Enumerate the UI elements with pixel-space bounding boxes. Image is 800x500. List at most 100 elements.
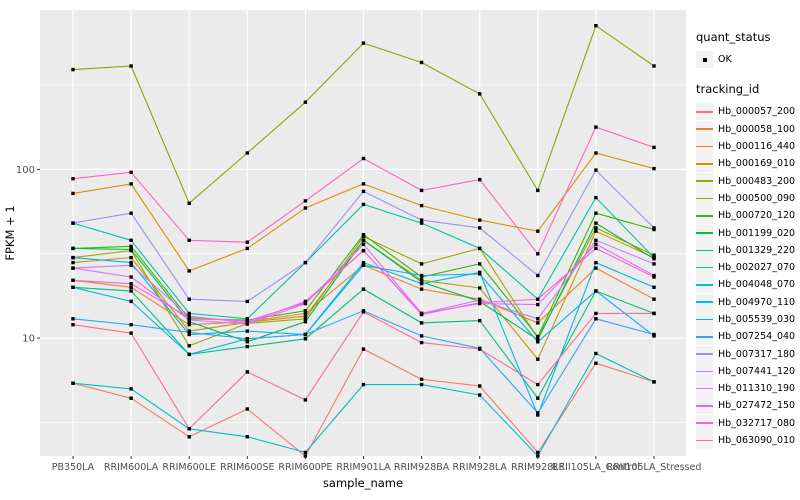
data-point [594,211,598,215]
data-point [594,317,598,321]
data-point [536,252,540,256]
data-point [129,247,133,252]
data-point [419,60,424,65]
data-point [594,246,598,251]
legend-key-line-icon [696,345,713,363]
legend-item: Hb_004048_070 [696,276,800,294]
data-point [303,314,308,318]
data-point [361,41,366,45]
data-point [303,332,308,337]
legend-item: Hb_001329_220 [696,241,800,259]
data-point [536,317,540,321]
data-point [129,263,133,267]
data-point [245,322,249,326]
legend-title-tracking-id: tracking_id [696,82,760,97]
data-point [536,337,540,342]
data-point [594,226,598,230]
data-point [594,311,598,316]
data-point [361,238,366,242]
data-point [419,340,424,345]
data-point [652,285,656,289]
data-point [419,382,424,387]
legend-item: Hb_001199_020 [696,224,800,242]
legend-item-label: Hb_000483_200 [718,175,796,187]
data-point [594,229,598,233]
data-point [594,195,598,200]
legend-quant-status-section: quant_status OK [696,30,800,69]
data-point [187,238,191,242]
data-point [245,435,249,439]
legend-item-label: Hb_007254_040 [718,331,796,343]
data-point [187,344,191,348]
data-point [303,309,308,313]
legend-key-line-icon [696,241,713,259]
data-point [187,323,191,327]
data-point [129,255,133,260]
data-point [71,191,75,196]
legend-key-line-icon [696,414,713,432]
data-point [129,238,133,242]
data-point [303,100,308,104]
data-point [361,287,366,291]
data-point [71,278,75,282]
data-point [478,92,482,96]
x-tick-label: RRIM600PE [278,462,332,473]
data-point [245,337,249,341]
data-point [303,206,308,210]
data-point [303,199,308,203]
data-point [536,413,540,417]
legend-key-line-icon [696,293,713,311]
legend-key-line-icon [696,276,713,294]
data-point [419,321,424,325]
data-point [361,248,366,253]
data-point [187,311,191,316]
data-point [478,246,482,251]
legend-item-label: Hb_000057_200 [718,106,796,118]
legend-key-line-icon [696,155,713,173]
x-tick-label: RRIM928LA [453,462,508,473]
data-point [594,221,598,225]
data-point [187,269,191,273]
x-tick-label: RRIM600SE [220,462,274,473]
data-point [361,242,366,246]
data-point [652,226,656,230]
data-points [71,24,656,458]
data-point [536,302,540,307]
legend-item: Hb_002027_070 [696,259,800,277]
legend-key-line-icon [696,328,713,346]
data-point [652,255,656,260]
data-point [129,170,133,174]
data-point [187,320,191,324]
data-point [71,246,75,251]
data-point [478,298,482,302]
data-point [129,289,133,293]
x-tick-label: RRII105LA_Control [552,462,640,473]
data-point [245,344,249,349]
data-point [71,381,75,385]
legend-item: Hb_007254_040 [696,328,800,346]
data-point [536,321,540,325]
legend-item-label: Hb_032717_080 [718,417,796,429]
ok-point-icon [696,51,713,69]
data-point [129,64,133,68]
legend-items-list: Hb_000057_200 Hb_000058_100 Hb_000116_440 H… [696,103,800,450]
data-point [594,351,598,356]
legend-item: Hb_063090_010 [696,432,800,450]
data-point [652,297,656,301]
x-tick-label: RRIM928LE [511,462,565,473]
legend-item: Hb_004970_110 [696,293,800,311]
data-point [245,151,249,155]
data-point [419,203,424,208]
data-point [129,282,133,286]
data-point [361,310,366,314]
legend-key-line-icon [696,120,713,138]
legend-item-label: Hb_000058_100 [718,123,796,135]
data-point [478,393,482,397]
legend-key-line-icon [696,224,713,242]
legend-key-line-icon [696,207,713,225]
legend-item: Hb_000483_200 [696,172,800,190]
legend-item-label: Hb_005539_030 [718,314,796,325]
data-point [652,253,656,257]
legend-key-line-icon [696,397,713,415]
